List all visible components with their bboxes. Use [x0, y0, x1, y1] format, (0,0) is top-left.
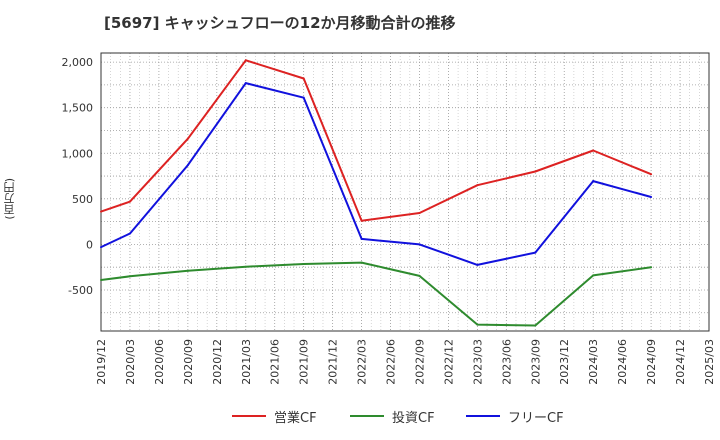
- x-tick-label: 2024/09: [645, 339, 658, 385]
- legend-label-operating-cf: 営業CF: [274, 410, 317, 426]
- chart-title: [5697] キャッシュフローの12か月移動合計の推移: [104, 14, 456, 32]
- legend-label-free-cf: フリーCF: [508, 410, 564, 426]
- legend-swatch-operating-cf: [232, 415, 266, 417]
- data-point-1: [592, 274, 595, 277]
- y-tick-label: 0: [86, 238, 93, 251]
- data-point-2: [592, 180, 595, 183]
- x-tick-label: 2020/06: [153, 339, 166, 385]
- data-point-0: [476, 184, 479, 187]
- plot-area: [101, 53, 709, 331]
- x-tick-label: 2021/09: [298, 339, 311, 385]
- data-point-0: [186, 137, 189, 140]
- legend-item-free-cf: フリーCF: [466, 404, 564, 428]
- data-point-0: [100, 210, 102, 213]
- data-point-0: [360, 219, 363, 222]
- data-point-2: [100, 246, 102, 249]
- data-point-1: [360, 261, 363, 264]
- x-tick-label: 2022/12: [442, 339, 455, 385]
- data-point-2: [476, 263, 479, 266]
- x-tick-label: 2021/06: [269, 339, 282, 385]
- data-point-1: [100, 278, 102, 281]
- data-point-0: [128, 200, 131, 203]
- data-point-0: [592, 149, 595, 152]
- data-point-1: [418, 274, 421, 277]
- x-tick-label: 2023/12: [558, 339, 571, 385]
- x-tick-label: 2022/09: [413, 339, 426, 385]
- data-point-2: [128, 232, 131, 235]
- data-point-0: [534, 170, 537, 173]
- data-point-1: [186, 269, 189, 272]
- x-tick-label: 2020/03: [124, 339, 137, 385]
- x-tick-label: 2024/03: [587, 339, 600, 385]
- legend-label-investing-cf: 投資CF: [392, 410, 435, 426]
- data-point-2: [360, 237, 363, 240]
- data-point-2: [186, 164, 189, 167]
- data-point-1: [244, 265, 247, 268]
- data-point-2: [650, 196, 653, 199]
- data-point-2: [302, 96, 305, 99]
- x-tick-label: 2022/06: [385, 339, 398, 385]
- x-tick-label: 2021/03: [240, 339, 253, 385]
- legend-item-investing-cf: 投資CF: [350, 404, 435, 428]
- legend-item-operating-cf: 営業CF: [232, 404, 317, 428]
- data-point-1: [534, 324, 537, 327]
- y-tick-label: 2,000: [62, 56, 94, 69]
- y-tick-label: -500: [68, 284, 93, 297]
- y-tick-label: 1,500: [62, 102, 94, 115]
- data-point-2: [418, 243, 421, 246]
- legend: 営業CF 投資CF フリーCF: [0, 404, 720, 428]
- data-point-2: [244, 82, 247, 85]
- x-tick-label: 2025/03: [703, 339, 716, 385]
- x-tick-label: 2023/03: [471, 339, 484, 385]
- data-point-2: [534, 251, 537, 254]
- x-tick-label: 2024/12: [674, 339, 687, 385]
- y-tick-label: 1,000: [62, 147, 94, 160]
- plot-frame: [100, 52, 710, 332]
- data-point-1: [650, 266, 653, 269]
- data-point-0: [650, 173, 653, 176]
- y-tick-label: 500: [72, 193, 93, 206]
- x-tick-label: 2022/03: [356, 339, 369, 385]
- x-tick-label: 2021/12: [327, 339, 340, 385]
- x-tick-label: 2024/06: [616, 339, 629, 385]
- data-point-0: [244, 59, 247, 62]
- data-point-0: [302, 77, 305, 80]
- data-point-0: [418, 211, 421, 214]
- data-point-1: [302, 263, 305, 266]
- data-point-1: [128, 275, 131, 278]
- legend-swatch-free-cf: [466, 415, 500, 417]
- x-tick-label: 2023/06: [500, 339, 513, 385]
- legend-swatch-investing-cf: [350, 415, 384, 417]
- x-tick-label: 2019/12: [95, 339, 108, 385]
- x-tick-label: 2020/12: [211, 339, 224, 385]
- data-point-1: [476, 323, 479, 326]
- x-tick-label: 2023/09: [529, 339, 542, 385]
- x-tick-label: 2020/09: [182, 339, 195, 385]
